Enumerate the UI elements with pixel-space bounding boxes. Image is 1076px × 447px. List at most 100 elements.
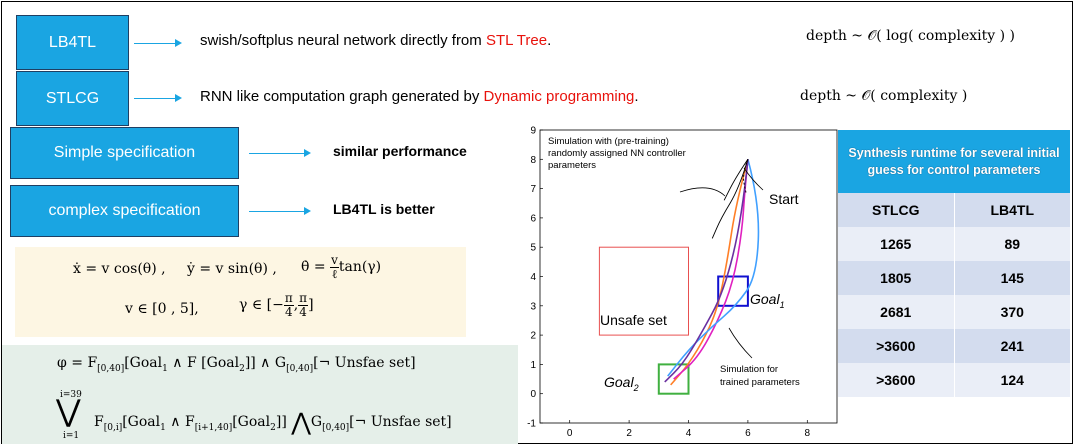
y-tick-label: 8 [530, 155, 536, 166]
y-ticks: -1 0 1 2 3 4 5 6 7 8 9 [527, 126, 543, 430]
depth-stlcg: depth ~ 𝒪( complexity ) [800, 88, 968, 104]
table-header-cell: LB4TL [990, 202, 1035, 218]
disj-goal1: [Goal [122, 414, 161, 430]
y-tick-label: 0 [530, 389, 536, 400]
stlcg-arrow [134, 94, 182, 102]
x-tick-label: 2 [626, 428, 632, 439]
phi-f: F [87, 355, 98, 371]
phi-close: ]] ∧ G [244, 355, 287, 371]
table-cell: 1805 [838, 261, 955, 295]
table-cell: 89 [1004, 236, 1021, 252]
table-cell: 1265 [838, 227, 955, 261]
goal2-region [657, 363, 690, 395]
lb4tl-arrow [134, 39, 182, 47]
gamma-comma: , [293, 297, 299, 314]
disj-and-f: ∧ F [165, 414, 195, 430]
thetadot-num: v [330, 253, 339, 268]
phi-goal1-sub: 1 [162, 363, 168, 374]
trajectory-line [711, 159, 749, 239]
simple-spec-box: Simple specification [10, 127, 239, 179]
stlcg-label: STLCG [45, 89, 100, 107]
pretrain-line-2: randomly assigned NN controller [548, 148, 686, 159]
complex-spec-box: complex specification [10, 185, 239, 237]
trajectory-plot: -1 0 1 2 3 4 5 6 7 8 9 0 2 4 6 8 Simulation with (pre-… [527, 126, 838, 439]
trajectory-line [664, 159, 749, 383]
x-tick-label: 0 [567, 428, 573, 439]
table-cell: 370 [1000, 304, 1024, 320]
trajectory-line [673, 159, 749, 380]
depth-lb4tl: depth ~ 𝒪( log( complexity ) ) [806, 28, 1015, 44]
trained-arrow [728, 327, 753, 359]
stl-tree-highlight: STL Tree [485, 32, 548, 49]
x-tick-label: 8 [805, 428, 811, 439]
phi-g-sub: [0,40] [286, 363, 314, 374]
table-row: 1265 89 [838, 227, 1070, 261]
big-and: ⋀ [291, 408, 311, 436]
unsafe-set-label: Unsafe set [600, 312, 667, 328]
y-tick-label: 9 [530, 126, 536, 137]
trajectory-line [743, 159, 749, 195]
y-tick-label: 3 [530, 301, 536, 312]
gamma-end: ] [308, 297, 314, 314]
thetadot-lhs: θ̇ = [301, 259, 326, 276]
x-ticks: 0 2 4 6 8 [567, 420, 811, 439]
table-cell: 124 [1000, 372, 1024, 388]
stlcg-desc-end: . [634, 88, 639, 105]
y-tick-label: 2 [530, 331, 536, 342]
phi-goal1: [Goal [124, 355, 163, 371]
gamma-lhs: γ ∈ [− [239, 297, 284, 314]
v-range: v ∈ [0 , 5], [125, 301, 199, 317]
trajectories [664, 159, 760, 386]
complex-spec-label: complex specification [48, 202, 201, 219]
table-cell: 241 [1000, 338, 1024, 354]
phi-tail: [¬ Unsfae set] [313, 355, 416, 371]
four-2: 4 [299, 304, 307, 319]
pi-2: π [298, 291, 309, 306]
phi-f-sub: [0,40] [97, 363, 125, 374]
table-cell: 145 [1000, 270, 1024, 286]
table-row: 2681 370 [838, 295, 1070, 329]
thetadot-den: ℓ [331, 266, 338, 281]
table-row: >3600 124 [838, 363, 1070, 397]
ydot-equation: ẏ = v sin(θ) , [187, 261, 277, 277]
simple-spec-result: similar performance [333, 143, 467, 159]
pi-1: π [283, 291, 294, 306]
disj-f2-sub: [i+1,40] [194, 422, 233, 433]
simple-spec-label: Simple specification [53, 144, 196, 161]
disj-goal2-sub: 2 [270, 422, 276, 433]
table-title: Synthesis runtime for several initial gu… [838, 130, 1070, 193]
lb4tl-description: swish/softplus neural network directly f… [200, 32, 551, 49]
runtime-table: Synthesis runtime for several initial gu… [838, 130, 1070, 397]
disj-tail: [¬ Unsfae set] [349, 414, 452, 430]
lb4tl-box: LB4TL [16, 15, 129, 70]
fi-sub: [0,i] [103, 422, 123, 433]
thetadot-equation: θ̇ = v ℓ tan(γ) [301, 254, 381, 280]
big-or: ⋁ [56, 394, 81, 429]
disj-g-sub: [0,40] [322, 422, 350, 433]
stlcg-box: STLCG [16, 71, 129, 126]
table-cell: >3600 [838, 363, 955, 397]
table-header-cell: STLCG [838, 193, 955, 227]
disjunction-formula: F[0,i][Goal1 ∧ F[i+1,40][Goal2]] ⋀G[0,40… [94, 408, 452, 436]
y-tick-label: -1 [527, 419, 536, 430]
goal2-label: Goal2 [604, 374, 639, 393]
phi-and-f: ∧ F [Goal [167, 355, 240, 371]
goal1-label: Goal1 [750, 291, 785, 310]
trained-line-2: trained parameters [720, 377, 800, 388]
or-lower: i=1 [63, 431, 80, 441]
disj-g: G [310, 414, 323, 430]
gamma-range: γ ∈ [− π 4, π 4] [239, 292, 314, 318]
trajectory-line [723, 159, 749, 201]
table-row: 1805 145 [838, 261, 1070, 295]
disj-close: ]] [275, 414, 292, 430]
x-tick-label: 4 [686, 428, 692, 439]
start-arrow [743, 167, 764, 191]
y-tick-label: 4 [530, 272, 536, 283]
disj-goal2: [Goal [232, 414, 271, 430]
start-label: Start [769, 191, 799, 207]
complex-spec-arrow [249, 207, 311, 215]
pretrain-arrow [679, 187, 726, 197]
y-tick-label: 1 [530, 360, 536, 371]
